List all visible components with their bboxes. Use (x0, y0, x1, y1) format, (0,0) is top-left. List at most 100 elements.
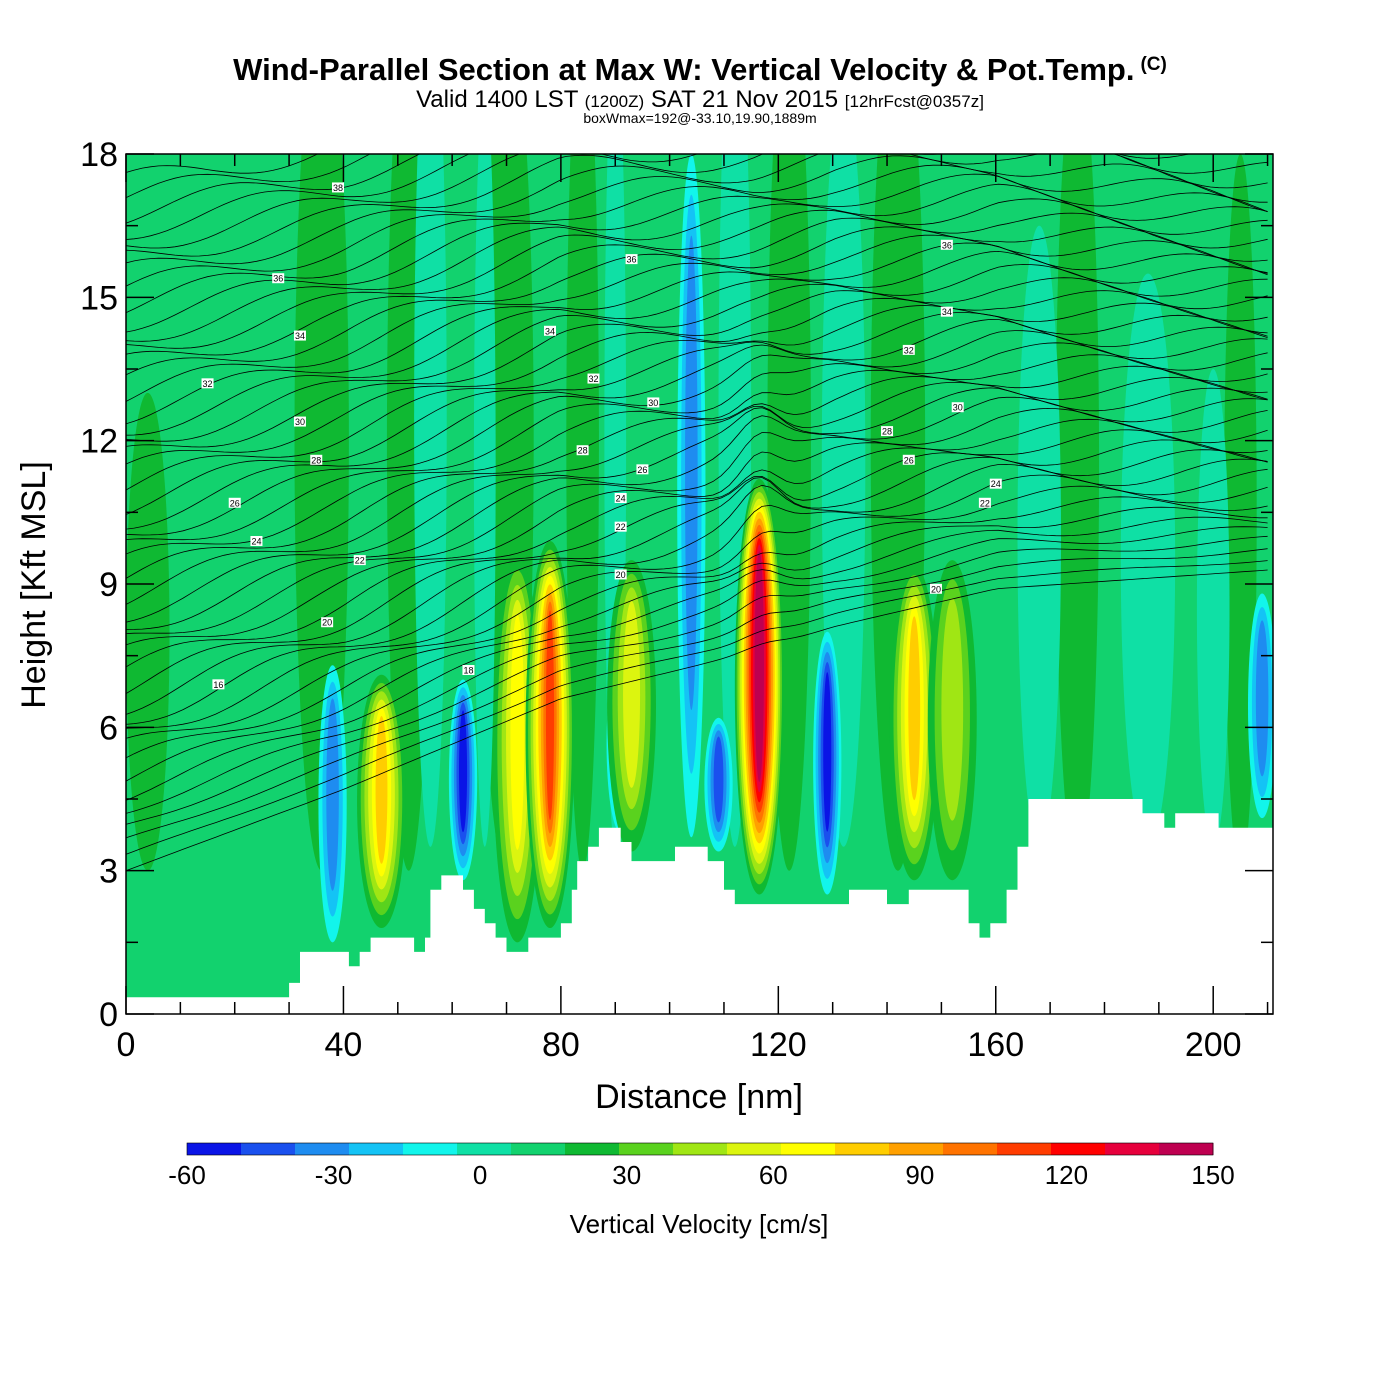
x-axis: 0 40 80 120 160 200 (117, 154, 1269, 1064)
isentrope-line (126, 277, 1268, 448)
isentrope-label-text: 18 (463, 666, 473, 676)
isentrope-label-text: 26 (230, 498, 240, 508)
isentrope-label-box (881, 426, 894, 437)
isentrope-label-text: 16 (213, 680, 223, 690)
isentrope-label-text: 20 (616, 570, 626, 580)
isentrope-line (126, 376, 1268, 605)
isentrope-label: 26 (902, 454, 915, 465)
x-tick-label: 80 (542, 1026, 580, 1064)
isentrope-label-text: 32 (203, 379, 213, 389)
colorbar-border (186, 1142, 1214, 1156)
isentrope-label-text: 30 (648, 398, 658, 408)
isentrope-label: 26 (636, 464, 649, 475)
isentrope-label-text: 28 (578, 446, 588, 456)
isentrope-label-box (293, 330, 306, 341)
y-tick-label: 9 (99, 566, 118, 604)
colorbar-swatch (241, 1143, 296, 1155)
isentrope-label-box (353, 555, 366, 566)
isentrope-label-box (462, 665, 475, 675)
isentrope-label: 32 (587, 373, 600, 384)
colorbar: -60 -30 0 30 60 90 120 150 (168, 1142, 1235, 1190)
colorbar-swatch (727, 1143, 782, 1155)
isentrope-label: 30 (293, 416, 306, 427)
y-tick-label: 12 (80, 423, 118, 461)
colorbar-swatch (1051, 1143, 1106, 1155)
colorbar-tick-label: -60 (168, 1160, 206, 1190)
isentrope-line (126, 155, 1268, 287)
isentrope-line (126, 449, 1268, 715)
isentrope-label: 22 (353, 555, 366, 566)
y-tick-label: 6 (99, 709, 118, 747)
colorbar-tick-label: 120 (1045, 1160, 1088, 1190)
colorbar-tick-label: 150 (1191, 1160, 1234, 1190)
isentrope-line (126, 173, 1268, 333)
isentrope-label-text: 30 (953, 403, 963, 413)
isentrope-label: 22 (978, 497, 991, 508)
isentrope-label-box (614, 493, 627, 503)
isentrope-label: 28 (881, 426, 894, 437)
isentrope-label-box (929, 583, 942, 594)
isentrope-label: 28 (576, 445, 589, 456)
isentrope-label-box (625, 254, 638, 265)
velocity-contour (375, 716, 388, 864)
isentrope-label: 24 (250, 536, 263, 547)
isentrope-label-box (293, 416, 306, 427)
isentrope-label: 16 (212, 679, 225, 690)
velocity-contour (1055, 154, 1100, 871)
isentrope-line (126, 318, 1268, 530)
colorbar-swatch (1159, 1143, 1214, 1155)
colorbar-tick-label: 90 (905, 1160, 934, 1190)
isentrope-label-text: 28 (311, 455, 321, 465)
colorbar-tick-label: -30 (315, 1160, 353, 1190)
isentrope-line (126, 242, 1268, 425)
y-tick-label: 0 (99, 996, 118, 1034)
isentrope-label-text: 22 (355, 556, 365, 566)
isentrope-line (126, 154, 421, 224)
isentrope-line (126, 396, 1268, 630)
velocity-contour (458, 710, 468, 833)
isentrope-label: 20 (929, 583, 942, 594)
isentrope-label: 22 (614, 521, 627, 532)
isentrope-label: 36 (625, 254, 638, 265)
colorbar-swatch (781, 1143, 836, 1155)
isentrope-label-text: 38 (333, 183, 343, 193)
isentrope-line (126, 302, 1268, 491)
isentrope-line (126, 496, 1268, 759)
isentrope-label-box (902, 344, 915, 355)
isentrope-label: 30 (647, 397, 660, 408)
isentrope-label-text: 36 (942, 240, 952, 250)
velocity-contour (1017, 225, 1061, 847)
isentrope-label-box (212, 679, 225, 690)
isentrope-label-text: 20 (931, 584, 941, 594)
isentrope-labels: 3836343230282624222018163634323028262422… (201, 182, 1002, 690)
isentrope-label: 18 (462, 665, 475, 676)
isentrope-label: 38 (332, 182, 345, 193)
colorbar-swatch (1105, 1143, 1160, 1155)
isentrope-line (126, 548, 1268, 839)
chart-box-wmax-info: boxWmax=192@-33.10,19.90,1889m (583, 110, 817, 126)
isentrope-label-box (201, 378, 214, 389)
isentrope-label-box (989, 478, 1002, 489)
y-axis-title: Height [Kft MSL] (15, 461, 53, 709)
colorbar-swatch (511, 1143, 566, 1155)
isentrope-label-box (310, 454, 323, 465)
isentrope-label: 36 (272, 273, 285, 284)
isentrope-line (126, 234, 1268, 402)
colorbar-swatch (565, 1143, 620, 1155)
isentrope-line (126, 154, 371, 199)
isentrope-line (126, 429, 1268, 668)
velocity-contour (1196, 369, 1230, 847)
isentrope-line (126, 485, 1268, 739)
isentrope-line (126, 365, 1268, 579)
isentrope-line (126, 264, 1268, 442)
colorbar-swatch (457, 1143, 512, 1155)
chart-subtitle: Valid 1400 LST (1200Z) SAT 21 Nov 2015 [… (416, 86, 984, 113)
isentrope-label-box (321, 617, 334, 628)
isentrope-label-box (636, 464, 649, 475)
isentrope-line (126, 290, 1268, 465)
isentrope-line (126, 387, 1268, 623)
colorbar-tick-label: 30 (612, 1160, 641, 1190)
isentrope-line (126, 154, 1268, 257)
